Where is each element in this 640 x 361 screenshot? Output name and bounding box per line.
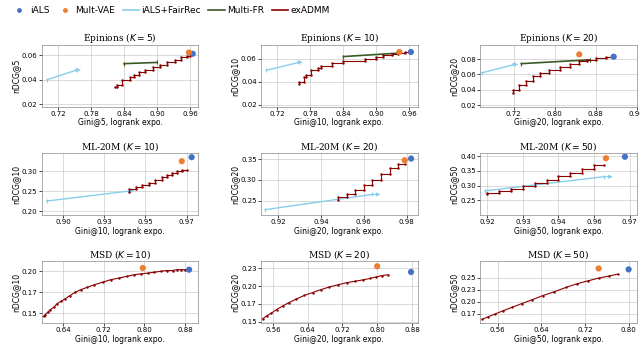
X-axis label: Gini@5, logrank expo.: Gini@5, logrank expo. bbox=[77, 118, 163, 127]
Point bbox=[394, 49, 404, 55]
X-axis label: Gini@50, logrank expo.: Gini@50, logrank expo. bbox=[514, 335, 604, 344]
X-axis label: Gini@10, logrank expo.: Gini@10, logrank expo. bbox=[75, 227, 164, 235]
Title: ML-20M ($K = 20$): ML-20M ($K = 20$) bbox=[300, 140, 378, 153]
X-axis label: Gini@20, logrank expo.: Gini@20, logrank expo. bbox=[514, 118, 604, 127]
Y-axis label: nDCG@10: nDCG@10 bbox=[12, 273, 20, 312]
Y-axis label: nDCG@10: nDCG@10 bbox=[12, 165, 20, 204]
Title: MSD ($K = 20$): MSD ($K = 20$) bbox=[308, 248, 371, 261]
Title: Epinions ($K = 5$): Epinions ($K = 5$) bbox=[83, 31, 157, 45]
Y-axis label: nDCG@10: nDCG@10 bbox=[230, 56, 239, 96]
Point bbox=[184, 267, 194, 273]
Title: MSD ($K = 10$): MSD ($K = 10$) bbox=[89, 248, 151, 261]
Point bbox=[574, 52, 584, 57]
X-axis label: Gini@20, logrank expo.: Gini@20, logrank expo. bbox=[294, 335, 384, 344]
Point bbox=[593, 266, 604, 271]
Title: ML-20M ($K = 10$): ML-20M ($K = 10$) bbox=[81, 140, 159, 153]
Point bbox=[609, 54, 619, 60]
Y-axis label: nDCG@50: nDCG@50 bbox=[450, 273, 459, 312]
Point bbox=[399, 157, 410, 163]
Y-axis label: nDCG@20: nDCG@20 bbox=[230, 273, 239, 312]
Point bbox=[177, 158, 187, 164]
Title: ML-20M ($K = 50$): ML-20M ($K = 50$) bbox=[519, 140, 598, 153]
Point bbox=[138, 265, 148, 271]
Point bbox=[601, 155, 611, 161]
Point bbox=[406, 49, 416, 55]
Point bbox=[620, 154, 630, 160]
X-axis label: Gini@20, logrank expo.: Gini@20, logrank expo. bbox=[294, 227, 384, 235]
Point bbox=[186, 154, 196, 160]
Point bbox=[623, 266, 634, 272]
Point bbox=[406, 156, 416, 161]
Point bbox=[372, 264, 382, 269]
X-axis label: Gini@10, logrank expo.: Gini@10, logrank expo. bbox=[294, 118, 384, 127]
Title: MSD ($K = 50$): MSD ($K = 50$) bbox=[527, 248, 589, 261]
Title: Epinions ($K = 10$): Epinions ($K = 10$) bbox=[300, 31, 379, 45]
Y-axis label: nDCG@20: nDCG@20 bbox=[450, 56, 459, 96]
Point bbox=[184, 50, 194, 56]
Title: Epinions ($K = 20$): Epinions ($K = 20$) bbox=[519, 31, 598, 45]
X-axis label: Gini@50, logrank expo.: Gini@50, logrank expo. bbox=[514, 227, 604, 235]
Y-axis label: nDCG@5: nDCG@5 bbox=[12, 59, 20, 93]
Point bbox=[188, 51, 198, 57]
Point bbox=[406, 269, 416, 275]
Legend: iALS, Mult-VAE, iALS+FairRec, Multi-FR, exADMM: iALS, Mult-VAE, iALS+FairRec, Multi-FR, … bbox=[11, 6, 330, 15]
Y-axis label: nDCG@20: nDCG@20 bbox=[230, 165, 239, 204]
Y-axis label: nDCG@50: nDCG@50 bbox=[450, 165, 459, 204]
X-axis label: Gini@10, logrank expo.: Gini@10, logrank expo. bbox=[75, 335, 164, 344]
